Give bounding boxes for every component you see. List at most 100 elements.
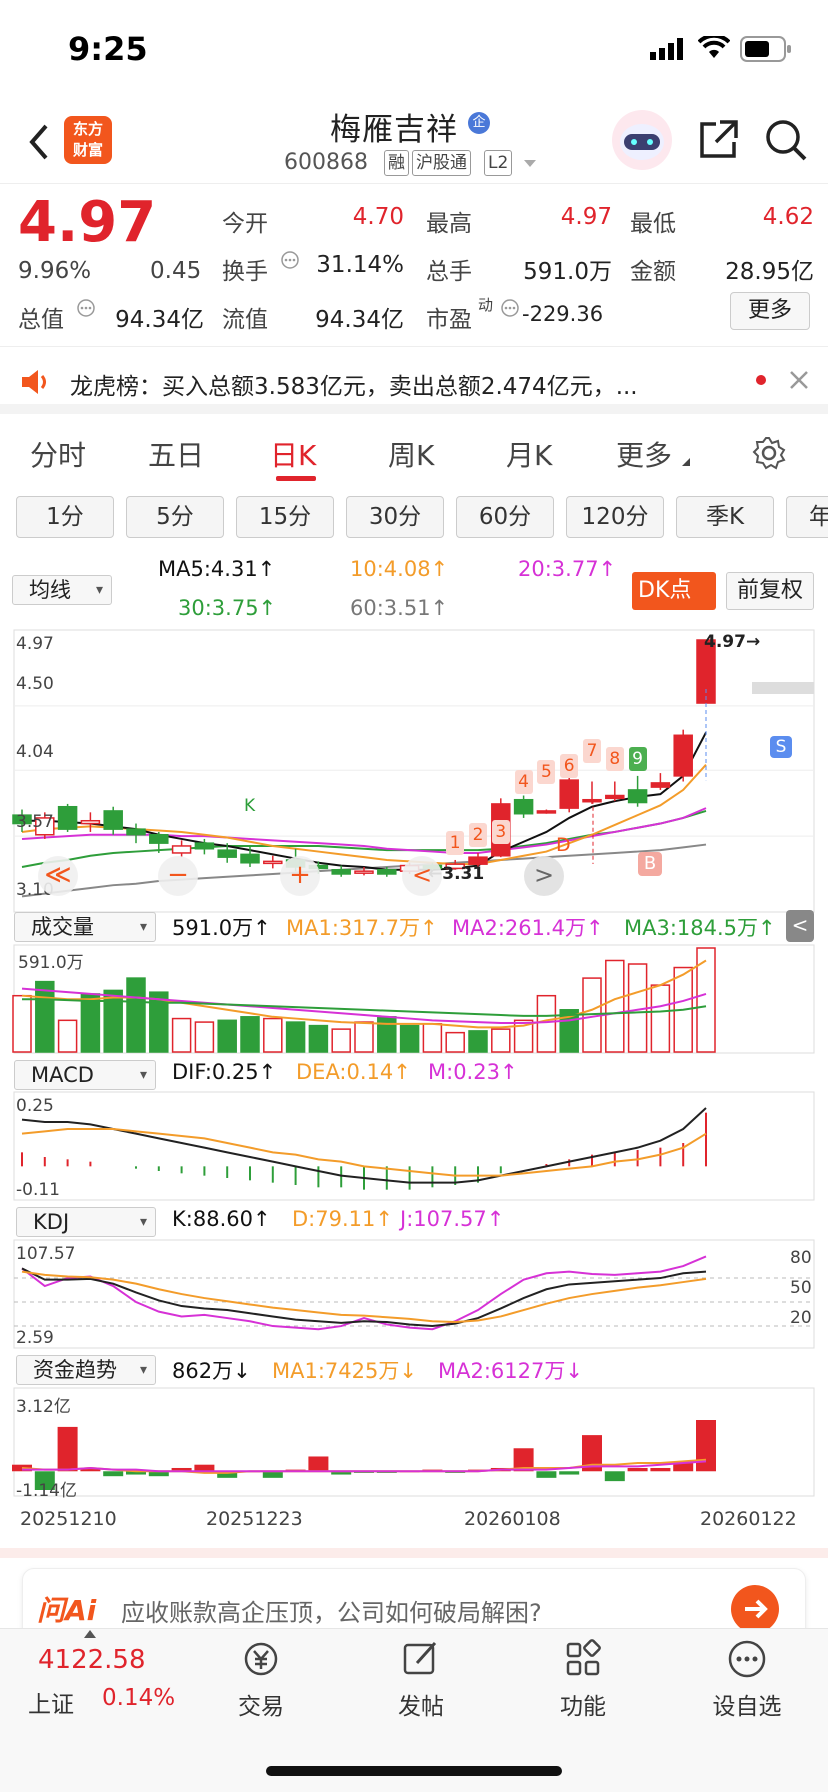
- candle-body: [582, 798, 602, 803]
- next-button[interactable]: >: [524, 856, 564, 896]
- chip-60min[interactable]: 60分: [456, 496, 554, 538]
- kdj-select[interactable]: KDJ: [16, 1207, 156, 1237]
- tab-intraday[interactable]: 分时: [30, 439, 87, 472]
- change-amount: 0.45: [150, 258, 202, 284]
- info-icon[interactable]: [280, 250, 300, 270]
- index-name[interactable]: 上证: [28, 1692, 74, 1718]
- index-value[interactable]: 4122.58: [38, 1645, 146, 1675]
- chevron-down-icon[interactable]: [522, 158, 538, 170]
- kdj-j: J:107.57↑: [400, 1207, 505, 1231]
- edit-icon: [403, 1641, 437, 1675]
- macd-bottom-tick: -0.11: [16, 1180, 60, 1200]
- dk-number-8: 8: [605, 747, 624, 772]
- mcap-value: 94.34亿: [115, 307, 204, 333]
- nav-trade[interactable]: 交易: [226, 1629, 296, 1721]
- dif-line: [21, 1107, 707, 1184]
- chip-15min[interactable]: 15分: [236, 496, 334, 538]
- mcap-label: 总值: [18, 307, 64, 333]
- tab-weekly-k[interactable]: 周K: [388, 439, 435, 472]
- candle-body: [217, 849, 237, 858]
- volume-bar: [696, 947, 716, 1053]
- signal-icon: [650, 38, 683, 60]
- ask-ai-logo: 问Ai: [37, 1594, 97, 1627]
- buy-signal[interactable]: B: [638, 852, 662, 876]
- more-dots-icon: [728, 1640, 766, 1678]
- info-icon[interactable]: [500, 298, 520, 318]
- robot-assistant-icon[interactable]: [610, 108, 674, 172]
- index-change[interactable]: 0.14%: [102, 1685, 176, 1711]
- dk-number-6: 6: [560, 754, 579, 779]
- stock-charts[interactable]: [0, 620, 828, 1520]
- volume-bar: [399, 1024, 420, 1053]
- info-icon[interactable]: [76, 298, 96, 318]
- dk-number-3: 3: [491, 819, 510, 844]
- close-icon[interactable]: [788, 369, 810, 391]
- macd-dif: DIF:0.25↑: [172, 1060, 277, 1084]
- float-label: 流值: [222, 307, 268, 333]
- watchlist-label: 设自选: [712, 1694, 782, 1720]
- chip-1min[interactable]: 1分: [16, 496, 114, 538]
- caret-up-icon: [84, 1630, 96, 1638]
- change-percent: 9.96%: [18, 258, 92, 284]
- dk-number-5: 5: [537, 759, 556, 784]
- fund-ma2: MA2:6127万↓: [438, 1359, 583, 1383]
- fund-select[interactable]: 资金趋势: [16, 1355, 156, 1385]
- volume-bar: [422, 1023, 443, 1053]
- fund-bar: [627, 1467, 648, 1472]
- volume-bar: [12, 994, 32, 1053]
- fund-current: 862万↓: [172, 1359, 251, 1383]
- status-bar: 9:25: [0, 0, 828, 100]
- volume-bar: [331, 1028, 351, 1053]
- turnover-label: 换手: [222, 259, 268, 285]
- tab-five-day[interactable]: 五日: [148, 439, 205, 472]
- adjust-button[interactable]: 前复权: [726, 572, 814, 610]
- search-icon[interactable]: [764, 118, 808, 162]
- volume-bar: [445, 1031, 465, 1053]
- tab-daily-k[interactable]: 日K: [270, 439, 317, 472]
- notice-bar[interactable]: 龙虎榜：买入总额3.583亿元，卖出总额2.474亿元，...: [0, 346, 828, 414]
- volume-bar: [171, 1017, 192, 1053]
- macd-top-tick: 0.25: [16, 1096, 54, 1116]
- dk-point-button[interactable]: DK点: [632, 572, 716, 610]
- candle-body: [559, 779, 579, 809]
- nav-first-button[interactable]: ≪: [38, 856, 78, 896]
- arrow-right-icon[interactable]: [731, 1585, 779, 1633]
- chip-5min[interactable]: 5分: [126, 496, 224, 538]
- nav-post[interactable]: 发帖: [386, 1629, 456, 1721]
- volume-bar: [126, 977, 146, 1053]
- candle-body: [650, 782, 671, 788]
- volume-ma3-line: [22, 998, 707, 1017]
- macd-select[interactable]: MACD: [14, 1060, 156, 1090]
- nav-add-watchlist[interactable]: 设自选: [702, 1629, 792, 1721]
- prev-button[interactable]: <: [402, 856, 442, 896]
- volume-select[interactable]: 成交量: [14, 912, 156, 942]
- chip-quarter-k[interactable]: 季K: [676, 496, 774, 538]
- volume-ma3: MA3:184.5万↑: [624, 916, 776, 940]
- gear-icon[interactable]: [752, 436, 786, 470]
- ask-ai-question: 应收账款高企压顶，公司如何破局解困?: [121, 1599, 542, 1627]
- fund-bar: [217, 1471, 238, 1478]
- back-icon[interactable]: [24, 120, 60, 164]
- candle-body: [35, 817, 55, 836]
- kline-annotations: [592, 689, 707, 864]
- stock-header: 东方 财富 梅雁吉祥 企 600868 融 沪股通 L2: [0, 100, 828, 184]
- tab-more[interactable]: 更多: [616, 439, 673, 472]
- zoom-in-button[interactable]: +: [280, 856, 320, 896]
- fund-bar: [582, 1435, 602, 1472]
- collapse-panel-button[interactable]: <: [786, 910, 814, 942]
- candle-body: [468, 856, 488, 865]
- sell-signal[interactable]: S: [770, 736, 792, 758]
- grid-icon: [566, 1639, 601, 1676]
- high-marker-label: 4.97→: [704, 632, 761, 652]
- tab-monthly-k[interactable]: 月K: [506, 439, 553, 472]
- share-icon[interactable]: [698, 118, 740, 160]
- zoom-out-button[interactable]: −: [158, 856, 198, 896]
- ma-select[interactable]: 均线: [12, 575, 112, 605]
- nav-functions[interactable]: 功能: [548, 1629, 618, 1721]
- chip-year-k[interactable]: 年: [786, 496, 828, 538]
- chip-120min[interactable]: 120分: [566, 496, 664, 538]
- volume-bar: [194, 1021, 215, 1053]
- chip-30min[interactable]: 30分: [346, 496, 444, 538]
- more-button[interactable]: 更多: [730, 292, 810, 330]
- macd-m: M:0.23↑: [428, 1060, 518, 1084]
